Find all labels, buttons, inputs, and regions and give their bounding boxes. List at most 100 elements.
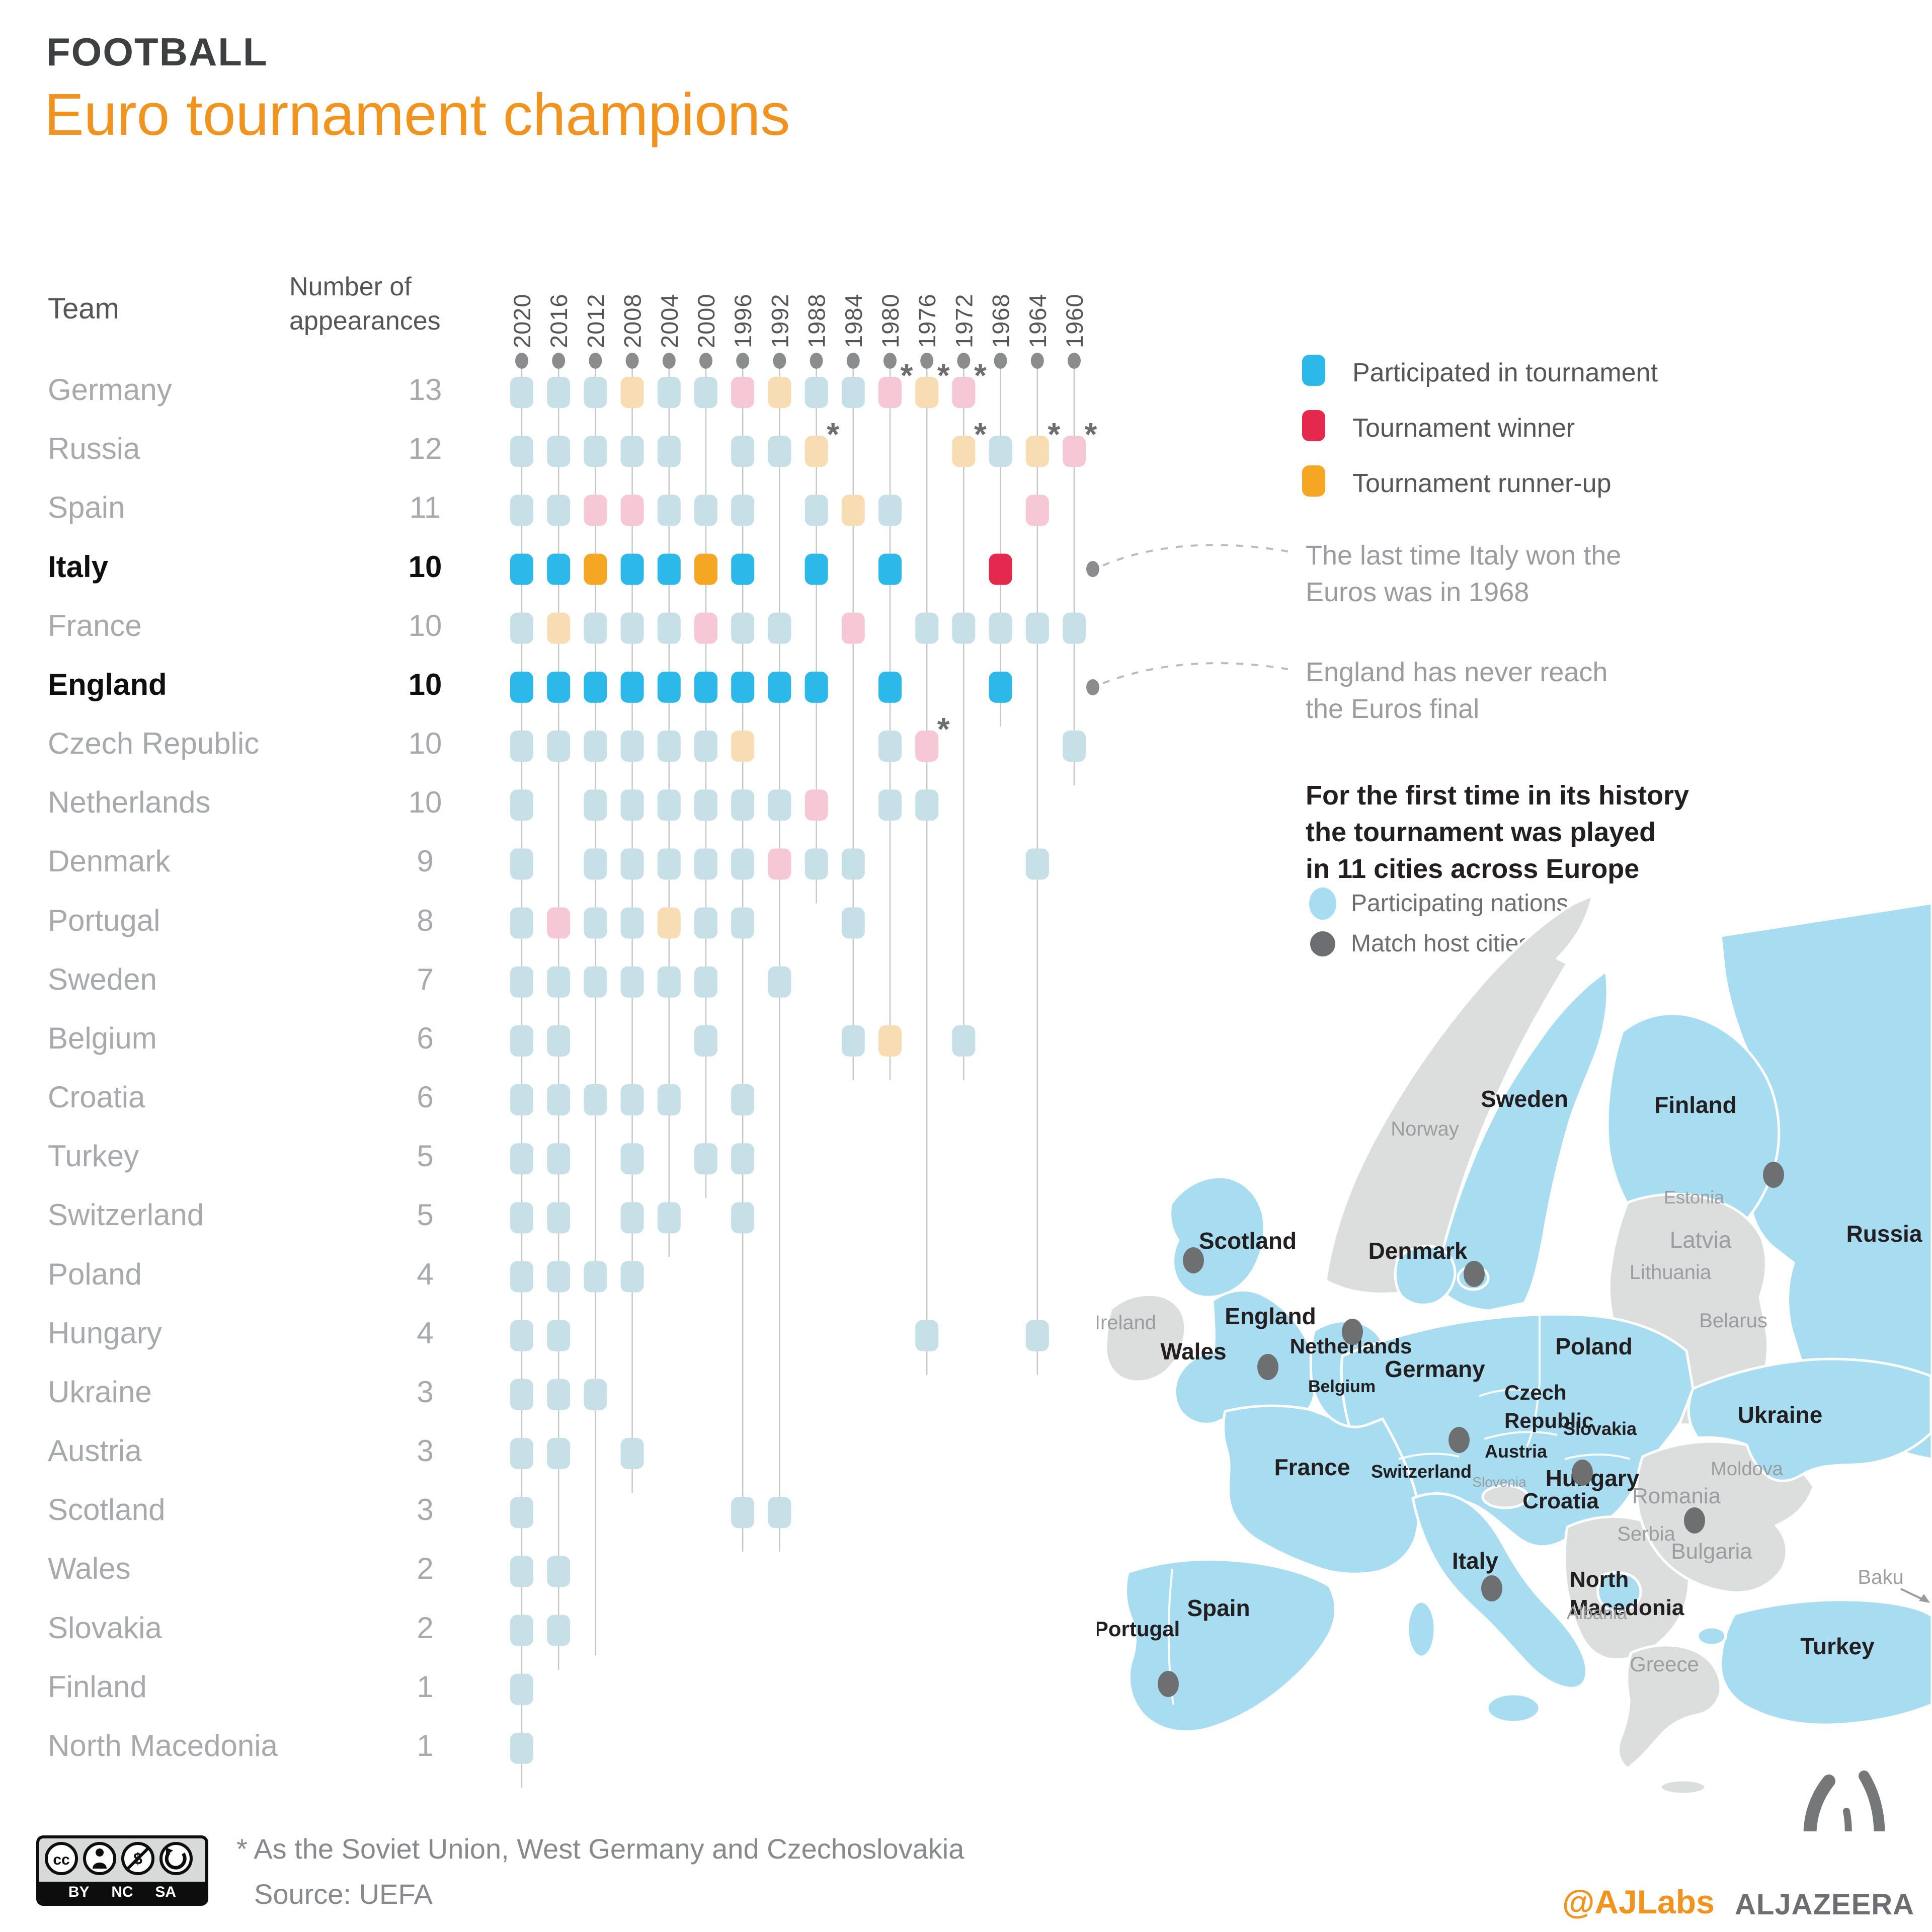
map-country-label: Albania [1567,1602,1628,1623]
map-country-label: Latvia [1670,1227,1732,1253]
team-appearances: 3 [417,1375,434,1409]
matrix-cell [584,1261,607,1293]
matrix-cell [547,1143,571,1175]
matrix-cell [952,612,976,644]
matrix-cell [584,436,607,467]
team-name: Wales [48,1552,131,1586]
matrix-cell [731,907,755,939]
matrix-cell [620,966,644,998]
matrix-cell [584,1084,607,1116]
matrix-cell [510,553,533,585]
matrix-cell [510,848,533,880]
team-row: Spain 11 [0,490,483,535]
team-name: Scotland [48,1493,166,1527]
matrix-cell [657,495,681,526]
matrix-cell [584,731,607,762]
cc-license-terms: BY NC SA [39,1882,205,1903]
map-country-label: Austria [1485,1441,1548,1462]
team-name: France [48,608,142,642]
map-iberia [1124,1558,1337,1733]
matrix-cell [1063,612,1086,644]
matrix-cell [731,612,755,644]
host-city-dot [1684,1507,1705,1534]
matrix-cell [547,1025,571,1057]
matrix-cell [657,966,681,998]
map-country-label: Serbia [1617,1523,1675,1545]
matrix-cell [584,848,607,880]
map-country-label: Portugal [1097,1617,1180,1641]
matrix-cell [768,848,791,880]
map-country-label: Switzerland [1371,1461,1472,1482]
map-country-label: Ireland [1097,1312,1156,1334]
matrix-cell [510,789,533,821]
matrix-cell [510,1025,533,1057]
matrix-cell [804,789,828,821]
matrix-cell [878,495,902,526]
team-appearances: 1 [417,1728,434,1762]
matrix-cell [989,553,1012,585]
matrix-cell [804,495,828,526]
matrix-cell [1025,612,1049,644]
host-city-dot [1257,1354,1278,1380]
team-row: Denmark 9 [0,844,483,889]
team-row: Belgium 6 [0,1021,483,1066]
asterisk-note: * [974,416,987,452]
page-kicker: FOOTBALL [46,30,268,74]
ajlabs-handle: @AJLabs [1562,1883,1715,1920]
matrix-cell [547,1202,571,1234]
team-name: Russia [48,432,140,466]
team-name: Portugal [48,903,160,937]
team-appearances: 9 [417,844,434,878]
matrix-cell [878,789,902,821]
map-country-label: Poland [1555,1333,1632,1359]
matrix-cell [620,1143,644,1175]
team-name: England [48,667,167,701]
matrix-cell [1063,731,1086,762]
team-appearances: 10 [408,667,442,701]
matrix-cell [584,553,607,585]
host-city-dots [1158,1162,1784,1697]
matrix-cell [510,436,533,467]
appearances-header-line1: Number of [289,272,412,301]
matrix-cell [584,377,607,408]
map-country-label: Norway [1391,1118,1459,1140]
matrix-cell [694,612,717,644]
legend-swatch-winner [1302,410,1325,441]
matrix-cell [620,1438,644,1470]
matrix-cell [657,789,681,821]
year-label: 2004 [656,293,683,348]
matrix-cell [915,789,939,821]
matrix-cell [584,1379,607,1410]
matrix-cell [878,553,902,585]
host-city-dot [1763,1162,1784,1188]
matrix-cell [510,1732,533,1764]
matrix-cell [584,966,607,998]
map-legend-swatches [1309,888,1336,956]
map-country-label: Bulgaria [1671,1539,1752,1564]
matrix-cell [547,436,571,467]
matrix-cell [1025,1320,1049,1351]
team-row: Czech Republic 10 [0,726,483,771]
matrix-cell [841,612,865,644]
team-appearances: 3 [417,1434,434,1468]
matrix-cell [1025,436,1049,467]
matrix-cell [510,377,533,408]
map-country-label: Turkey [1800,1633,1875,1659]
map-country-label: England [1225,1303,1316,1329]
matrix-cell [768,1497,791,1528]
matrix-cell [620,671,644,703]
matrix-cell [547,907,571,939]
matrix-cell [547,612,571,644]
column-dot [699,353,712,369]
matrix-cell [620,436,644,467]
map-country-label: Estonia [1664,1187,1725,1208]
matrix-cell [731,436,755,467]
matrix-cell [731,377,755,408]
matrix-cell [841,848,865,880]
column-dot [589,353,602,369]
host-city-dot [1158,1671,1179,1697]
column-dot [883,353,897,369]
team-name: Hungary [48,1316,162,1350]
england-callout-dot [1086,679,1099,695]
england-callout-line [1102,662,1289,684]
